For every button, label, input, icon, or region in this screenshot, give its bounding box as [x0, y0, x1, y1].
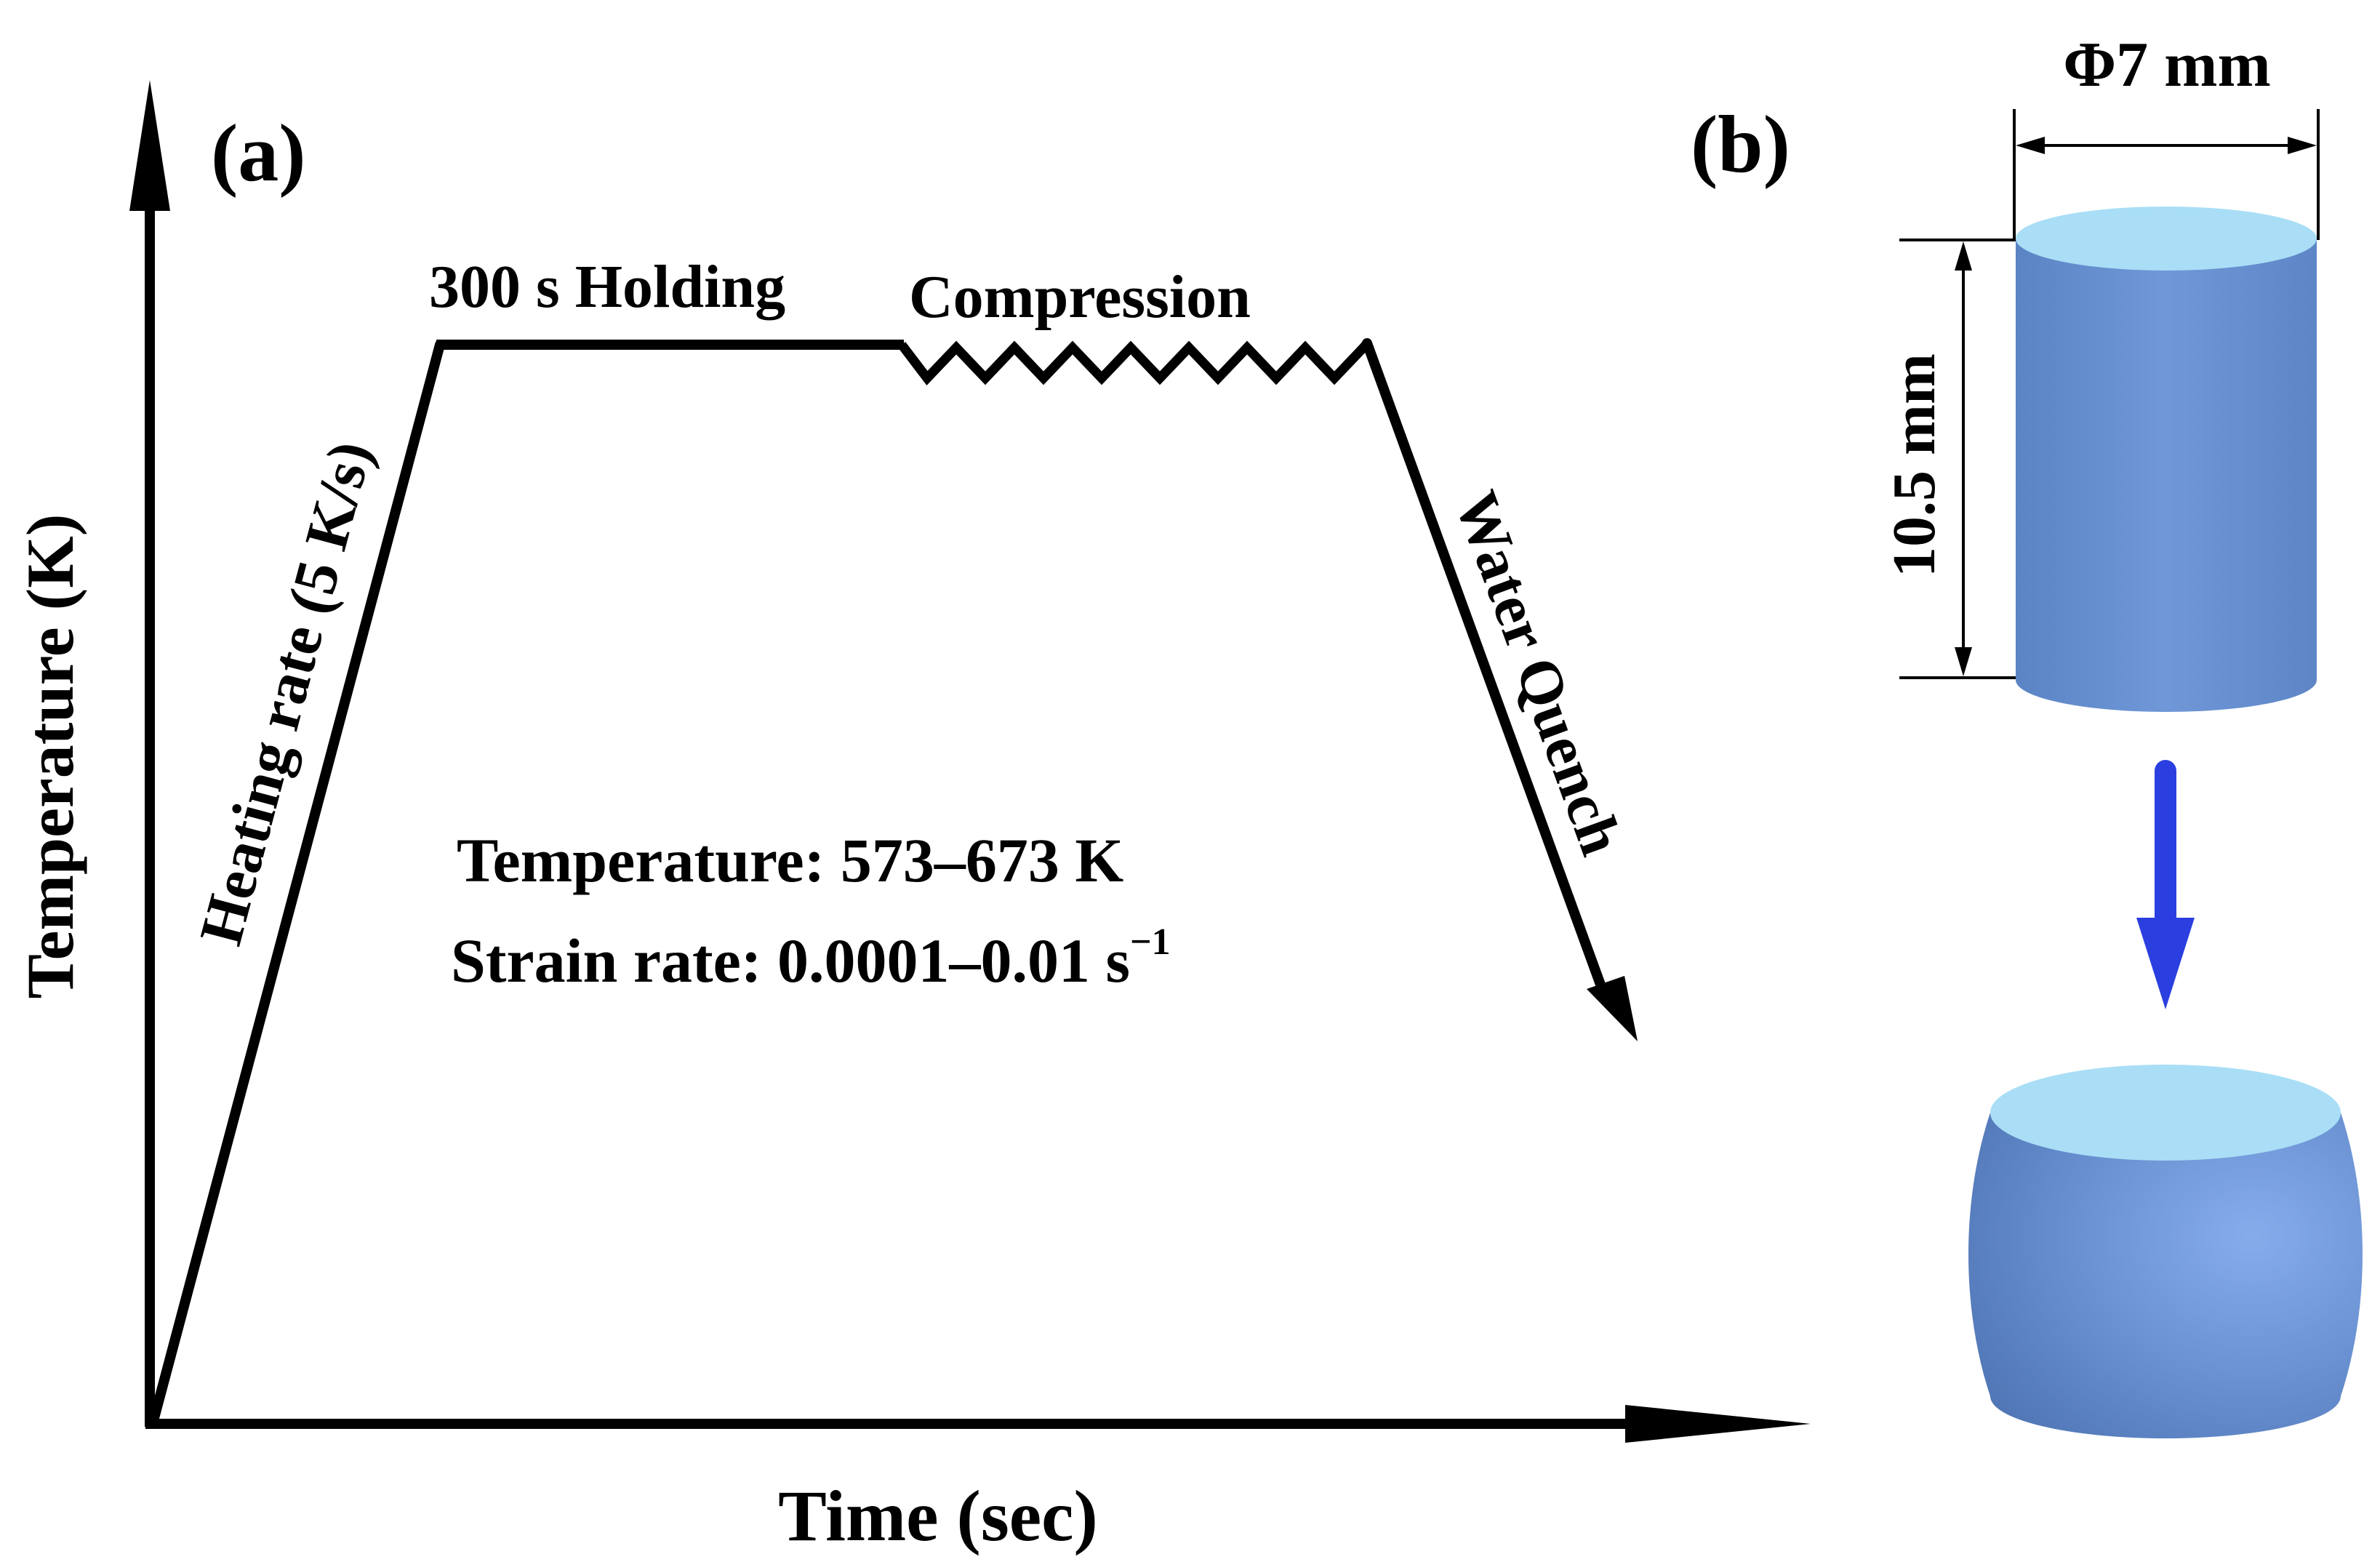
compression-zigzag-line	[897, 340, 1371, 386]
diameter-arrowhead-left	[2016, 137, 2045, 154]
temperature-condition: Temperature: 573–673 K	[457, 825, 1123, 895]
x-axis-label: Time (sec)	[778, 1475, 1098, 1556]
strain-rate-text: Strain rate: 0.0001–0.01 s	[451, 926, 1130, 996]
deformation-arrow	[2136, 760, 2195, 1009]
water-quench-arrowhead	[1587, 976, 1638, 1041]
height-label: 10.5 mm	[1880, 353, 1948, 577]
strain-rate-condition: Strain rate: 0.0001–0.01 s−1	[451, 921, 1171, 996]
panel-a-label: (a)	[211, 108, 306, 199]
initial-cylinder-specimen	[2016, 207, 2317, 712]
diameter-arrowhead-right	[2288, 137, 2317, 154]
panel-b: (b) Φ7 mm 10.5 mm	[1691, 30, 2363, 1438]
heating-ramp-line	[149, 340, 445, 1423]
holding-label: 300 s Holding	[429, 253, 785, 321]
height-arrowhead-top	[1955, 241, 1972, 271]
panel-a: (a) Temperature (K) Time (sec) Heating r…	[13, 80, 1811, 1556]
compression-label: Compression	[909, 263, 1251, 331]
compressed-specimen	[1968, 1065, 2363, 1438]
height-arrowhead-bottom	[1955, 647, 1972, 676]
diameter-label: Φ7 mm	[2063, 30, 2271, 100]
y-axis-label: Temperature (K)	[13, 514, 87, 999]
x-axis-arrowhead	[1625, 1405, 1811, 1443]
initial-cylinder-top	[2016, 207, 2317, 271]
heating-rate-label: Heating rate (5 K/s)	[187, 434, 385, 951]
compressed-specimen-body	[1968, 1113, 2363, 1438]
initial-cylinder-body	[2016, 239, 2317, 712]
compressed-specimen-top	[1990, 1065, 2341, 1161]
water-quench-line	[1362, 338, 1608, 998]
panel-b-label: (b)	[1691, 100, 1790, 190]
strain-rate-exponent: −1	[1130, 921, 1171, 963]
y-axis-arrowhead	[129, 80, 170, 211]
